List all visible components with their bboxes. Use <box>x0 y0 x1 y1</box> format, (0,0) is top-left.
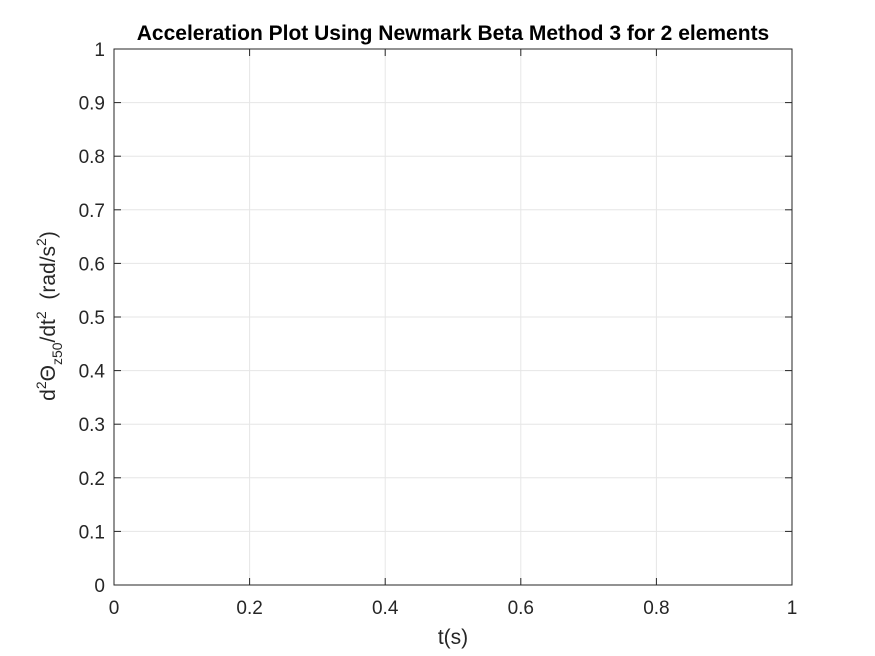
y-label-unit-close: ) <box>37 231 60 238</box>
y-label-sub: z50 <box>49 342 65 365</box>
y-label-mid: /dt <box>37 319 60 343</box>
y-tick-label: 1 <box>94 40 105 61</box>
y-label-sup3: 2 <box>33 238 49 246</box>
y-label-unit-open: (rad/s <box>37 246 60 311</box>
ticks-x <box>113 49 793 585</box>
x-tick-label: 0 <box>109 598 120 619</box>
x-tick-label: 0.8 <box>643 598 669 619</box>
y-label-prefix: d <box>37 389 60 401</box>
y-label-sup2: 2 <box>33 311 49 319</box>
x-tick-label: 1 <box>787 598 798 619</box>
y-tick-label: 0.4 <box>79 362 106 383</box>
tick-labels-y: 0 0.1 0.2 0.3 0.4 0.5 0.6 0.7 0.8 0.9 1 <box>79 40 106 597</box>
y-tick-label: 0.9 <box>79 94 105 115</box>
y-tick-label: 0.2 <box>79 469 105 490</box>
y-tick-label: 0.1 <box>79 522 105 543</box>
y-tick-label: 0.6 <box>79 254 105 275</box>
y-tick-label: 0 <box>94 576 105 597</box>
x-tick-label: 0.6 <box>508 598 534 619</box>
grid-y <box>114 102 792 532</box>
y-label-sup1: 2 <box>33 381 49 389</box>
y-label-symbol: Θ <box>37 365 60 381</box>
y-axis-label: d2Θz50/dt2 (rad/s2) <box>33 231 65 401</box>
y-tick-label: 0.3 <box>79 415 105 436</box>
y-tick-label: 0.7 <box>79 201 105 222</box>
y-tick-label: 0.5 <box>79 308 105 329</box>
x-tick-label: 0.2 <box>236 598 262 619</box>
y-tick-label: 0.8 <box>79 147 105 168</box>
x-tick-label: 0.4 <box>372 598 399 619</box>
tick-labels-x: 0 0.2 0.4 0.6 0.8 1 <box>109 598 798 619</box>
ticks-y <box>114 48 792 586</box>
chart-title: Acceleration Plot Using Newmark Beta Met… <box>137 22 770 45</box>
x-axis-label: t(s) <box>438 626 468 649</box>
